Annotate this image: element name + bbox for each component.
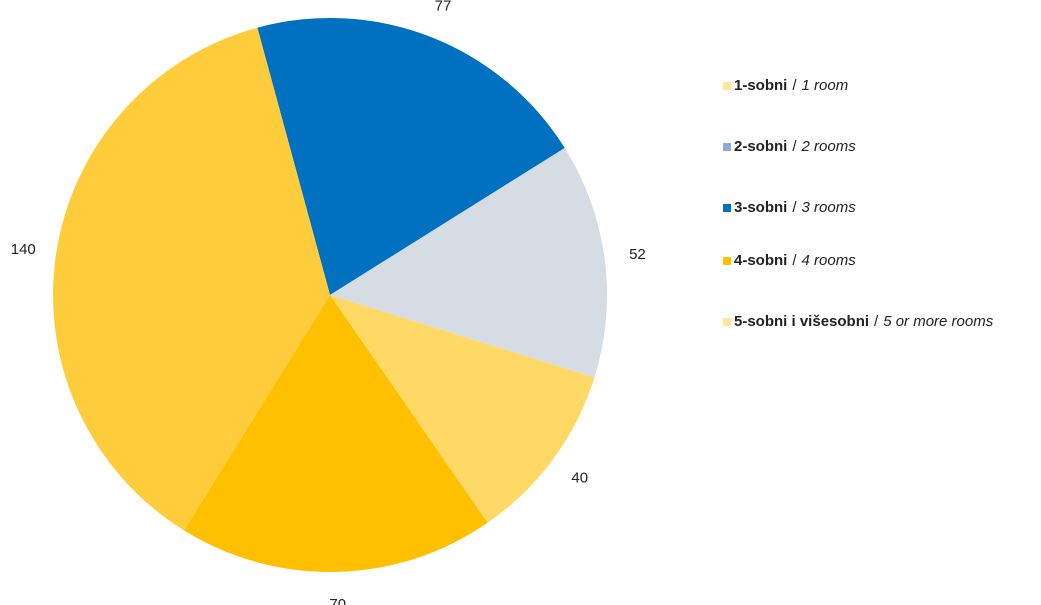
legend-name: 5-sobni i višesobni bbox=[734, 313, 869, 330]
legend-swatch bbox=[723, 82, 731, 90]
legend-label: 4-sobni / 4 rooms bbox=[734, 252, 856, 269]
legend-translation: 2 rooms bbox=[801, 138, 857, 155]
data-label: 77 bbox=[435, 0, 452, 14]
legend-translation: 5 or more rooms bbox=[883, 313, 994, 330]
legend-name: 1-sobni bbox=[734, 77, 787, 94]
legend-label: 5-sobni i višesobni /5 or more rooms bbox=[734, 313, 994, 330]
legend-translation: 4 rooms bbox=[802, 252, 857, 269]
legend-swatch bbox=[723, 318, 731, 326]
legend-separator: / bbox=[792, 252, 797, 269]
data-label: 140 bbox=[11, 241, 36, 258]
pie-slice bbox=[330, 147, 607, 378]
data-label: 70 bbox=[329, 596, 346, 605]
legend-separator: / bbox=[874, 313, 879, 330]
legend-translation: 1 room bbox=[802, 77, 849, 94]
pie-slice bbox=[257, 18, 565, 296]
legend-separator: / bbox=[792, 77, 797, 94]
legend-translation: 3 rooms bbox=[802, 199, 857, 216]
legend-label: 2-sobni /2 rooms bbox=[734, 138, 856, 155]
pie-slice bbox=[52, 27, 330, 531]
legend-name: 2-sobni bbox=[734, 138, 787, 155]
legend-swatch bbox=[723, 257, 731, 265]
legend-name: 3-sobni bbox=[734, 199, 787, 216]
data-label: 40 bbox=[571, 470, 588, 487]
legend-label: 1-sobni / 1 room bbox=[734, 77, 848, 94]
legend-label: 3-sobni / 3 rooms bbox=[734, 199, 856, 216]
legend-swatch bbox=[723, 143, 731, 151]
legend-name: 4-sobni bbox=[734, 252, 787, 269]
pie-slice bbox=[183, 295, 488, 572]
data-label: 52 bbox=[629, 246, 646, 263]
legend-swatch bbox=[723, 204, 731, 212]
legend-separator: / bbox=[792, 138, 797, 155]
pie-slice bbox=[330, 295, 595, 523]
legend-separator: / bbox=[792, 199, 797, 216]
